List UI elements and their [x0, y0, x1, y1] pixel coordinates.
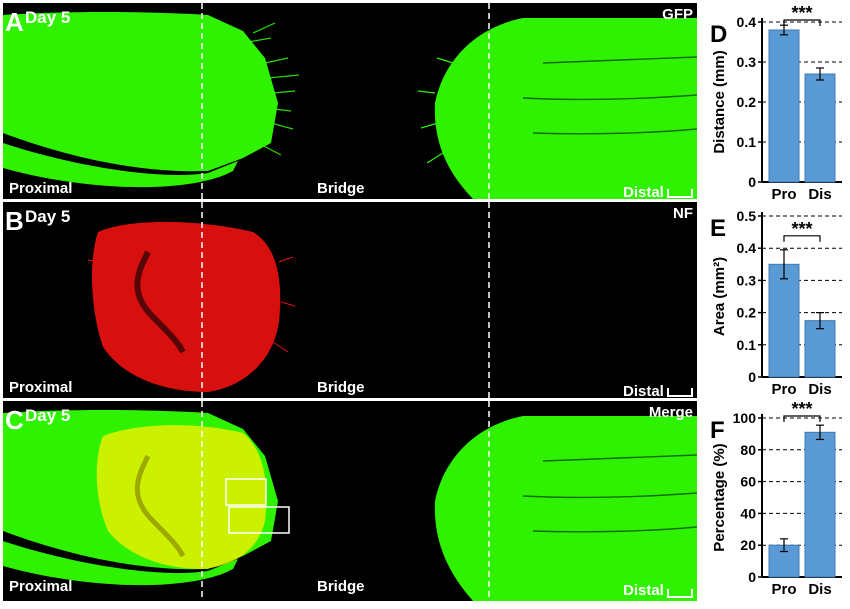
inset-box-upper: [225, 478, 267, 506]
y-tick-label: 0: [748, 174, 756, 190]
panel-c-bridge-label: Bridge: [317, 578, 365, 595]
y-tick-label: 0.3: [737, 54, 757, 70]
significance-label: ***: [791, 3, 812, 23]
panel-letter-b: B: [5, 206, 24, 236]
panel-letter-c: C: [5, 405, 24, 435]
y-tick-label: 0.1: [737, 134, 757, 150]
significance-bracket: [783, 415, 821, 422]
panel-b-channel-label: NF: [673, 205, 693, 222]
chart-letter: E: [710, 215, 726, 242]
y-tick-label: 0.1: [737, 337, 757, 353]
significance-label: ***: [791, 219, 812, 239]
panel-c-distal-label: Distal: [623, 582, 664, 599]
panel-b-day-label: Day 5: [25, 207, 71, 226]
panel-b-nf-image: B Day 5 NF Proximal Bridge Distal: [3, 202, 697, 398]
x-category-label: Dis: [808, 581, 831, 598]
y-tick-label: 0.2: [737, 305, 757, 321]
chart-f-svg: F 0 20 40 60 80 100 Percentage (%) Pro Dis ***: [710, 399, 842, 598]
significance-label: ***: [791, 399, 812, 419]
significance-bracket: [783, 235, 821, 242]
panel-c-channel-label: Merge: [648, 404, 693, 421]
panel-b-proximal-label: Proximal: [9, 379, 73, 396]
chart-d-svg: D 0 0.1 0.2 0.3 0.4 Distance (mm) Pro Dis ***: [710, 3, 842, 203]
y-tick-label: 20: [740, 537, 756, 553]
x-category-label: Pro: [771, 581, 796, 598]
y-tick-label: 0: [748, 369, 756, 385]
y-tick-label: 0.4: [737, 240, 757, 256]
chart-letter: D: [710, 21, 727, 48]
x-category-label: Pro: [771, 381, 796, 398]
x-category-label: Dis: [808, 381, 831, 398]
y-tick-label: 40: [740, 505, 756, 521]
bar-pro: [768, 29, 800, 183]
y-tick-label: 0.5: [737, 208, 757, 224]
inset-box-lower: [228, 506, 290, 534]
y-axis-label: Percentage (%): [711, 443, 728, 551]
x-category-label: Dis: [808, 186, 831, 203]
y-axis-label: Distance (mm): [711, 50, 728, 153]
nf-tissue-illustration: [87, 202, 490, 398]
panel-a-bridge-label: Bridge: [317, 180, 365, 197]
panel-c-day-label: Day 5: [25, 406, 71, 425]
chart-d: D 0 0.1 0.2 0.3 0.4 Distance (mm) Pro Dis ***: [702, 0, 850, 203]
y-axis-label: Area (mm²): [711, 257, 728, 336]
y-tick-label: 0.3: [737, 272, 757, 288]
y-tick-label: 60: [740, 474, 756, 490]
panel-c-proximal-label: Proximal: [9, 578, 73, 595]
panel-letter-a: A: [5, 7, 24, 37]
bar-pro: [768, 263, 800, 378]
panel-c-scale-bar: [667, 587, 693, 598]
significance-bracket: [783, 19, 821, 26]
panel-a-gfp-image: A Day 5 GFP Proximal Bridge Distal: [3, 3, 697, 199]
panel-a-proximal-label: Proximal: [9, 180, 73, 197]
panel-b-distal-label: Distal: [623, 383, 664, 398]
y-tick-label: 0: [748, 569, 756, 585]
y-tick-label: 80: [740, 442, 756, 458]
merge-tissue-illustration: [3, 401, 697, 601]
x-category-label: Pro: [771, 186, 796, 203]
chart-f: F 0 20 40 60 80 100 Percentage (%) Pro Dis ***: [702, 399, 850, 604]
bar-dis: [804, 431, 836, 578]
gfp-tissue-illustration: [3, 3, 697, 199]
panel-a-channel-label: GFP: [662, 6, 693, 23]
panel-a-scale-bar: [667, 187, 693, 198]
chart-letter: F: [710, 417, 725, 444]
chart-e: E 0 0.1 0.2 0.3 0.4 0.5 Area (mm²) Pro Dis ***: [702, 200, 850, 400]
y-tick-label: 0.4: [737, 14, 757, 30]
y-tick-label: 0.2: [737, 94, 757, 110]
panel-a-day-label: Day 5: [25, 8, 71, 27]
panel-b-scale-bar: [667, 386, 693, 397]
y-tick-label: 100: [733, 410, 757, 426]
panel-c-merge-image: C Day 5 Merge Proximal Bridge Distal: [3, 401, 697, 601]
bar-dis: [804, 73, 836, 183]
panel-a-distal-label: Distal: [623, 184, 664, 199]
panel-b-bridge-label: Bridge: [317, 379, 365, 396]
chart-e-svg: E 0 0.1 0.2 0.3 0.4 0.5 Area (mm²) Pro Dis ***: [710, 208, 842, 398]
